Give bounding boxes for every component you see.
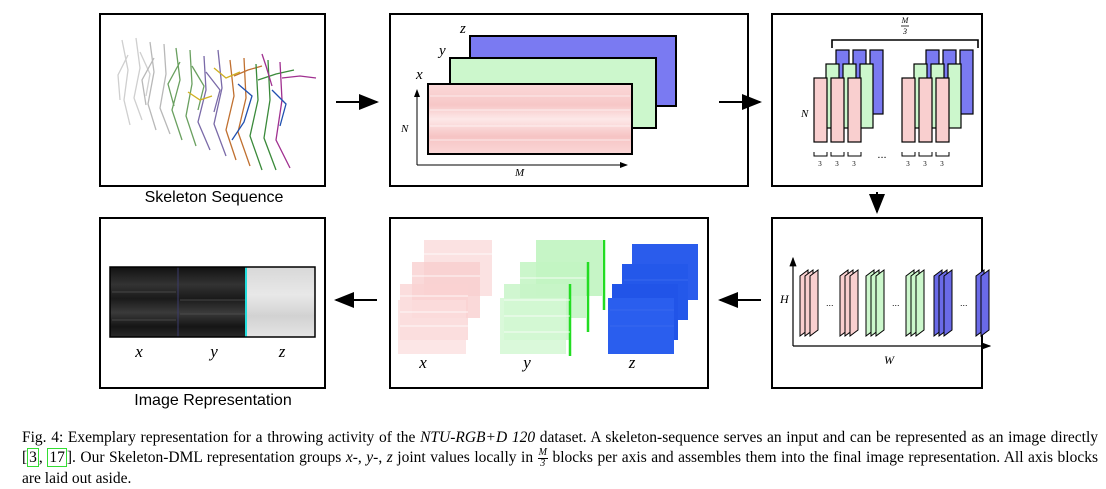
block-size-label-6: 3: [940, 160, 944, 168]
axes-stack-panel: z y x N M: [389, 13, 749, 187]
block-group-left: [813, 49, 884, 143]
skeleton-figures: [117, 37, 317, 171]
image-z-label: z: [278, 342, 286, 361]
y-axis-label: y: [437, 43, 446, 59]
image-panel: x y z Image Representation: [99, 217, 326, 409]
x-blocks: [398, 240, 492, 354]
layout-panel: H W ... ... ...: [771, 217, 992, 389]
z-blocks-label: z: [628, 353, 636, 372]
caption-dataset: NTU-RGB+D 120: [420, 429, 536, 446]
skeleton-label: Skeleton Sequence: [145, 189, 284, 206]
n-axis-label: N: [400, 123, 409, 135]
caption-part4: joint values locally in: [392, 449, 538, 467]
m-third-denominator: 3: [902, 27, 907, 36]
figure-diagram: Skeleton Sequence z y x N M M 3: [99, 13, 992, 409]
caption-dash1: -,: [352, 449, 367, 467]
citation-link-1[interactable]: 3: [27, 448, 39, 468]
caption-var-x: x: [345, 449, 353, 467]
block-size-label-2: 3: [835, 160, 839, 168]
caption-part2: dataset. A skeleton-sequence serves an i…: [22, 429, 1099, 467]
w-axis-label: W: [884, 353, 895, 367]
z-blocks: [608, 244, 698, 354]
caption-frac-num: M: [537, 447, 548, 459]
axis-blocks-panel: x y z: [389, 217, 709, 389]
layout-slabs: [799, 269, 990, 337]
block-size-label-5: 3: [923, 160, 927, 168]
y-blocks-label: y: [521, 353, 531, 372]
figure-caption: Fig. 4: Exemplary representation for a t…: [22, 428, 1098, 489]
block-size-label-1: 3: [818, 160, 822, 168]
ellipsis-layout-3: ...: [960, 298, 968, 308]
skeleton-panel: Skeleton Sequence: [99, 13, 326, 206]
grouping-panel: M 3 N ... 3 3 3 3 3 3: [771, 13, 983, 187]
image-x-label: x: [134, 342, 143, 361]
caption-sep: ,: [38, 449, 48, 467]
caption-dash2: -,: [373, 449, 387, 467]
caption-prefix: Fig. 4: Exemplary representation for a t…: [22, 429, 421, 446]
caption-frac-den: 3: [540, 458, 546, 469]
final-image: [109, 266, 316, 338]
ellipsis-layout-2: ...: [892, 298, 900, 308]
caption-var-y: y: [366, 449, 374, 467]
image-label: Image Representation: [134, 392, 291, 409]
x-blocks-label: x: [418, 353, 427, 372]
x-plane: [427, 83, 633, 155]
citation-link-2[interactable]: 17: [47, 448, 67, 468]
caption-part3: ]. Our Skeleton-DML representation group…: [66, 449, 346, 467]
n-axis-label-grouping: N: [800, 108, 809, 120]
x-axis-label: x: [415, 67, 423, 83]
m-axis-label: M: [514, 167, 525, 179]
caption-part5: blocks per axis and assembles them into …: [22, 449, 1099, 487]
h-axis-label: H: [779, 292, 790, 306]
block-size-label-4: 3: [906, 160, 910, 168]
m-third-numerator: M: [901, 16, 910, 25]
image-y-label: y: [208, 342, 218, 361]
ellipsis-layout-1: ...: [826, 298, 834, 308]
caption-var-z: z: [386, 449, 393, 467]
z-axis-label: z: [459, 21, 466, 37]
ellipsis-grouping: ...: [877, 149, 886, 161]
block-size-label-3: 3: [852, 160, 856, 168]
block-group-right: [901, 49, 974, 143]
y-blocks: [500, 240, 606, 356]
